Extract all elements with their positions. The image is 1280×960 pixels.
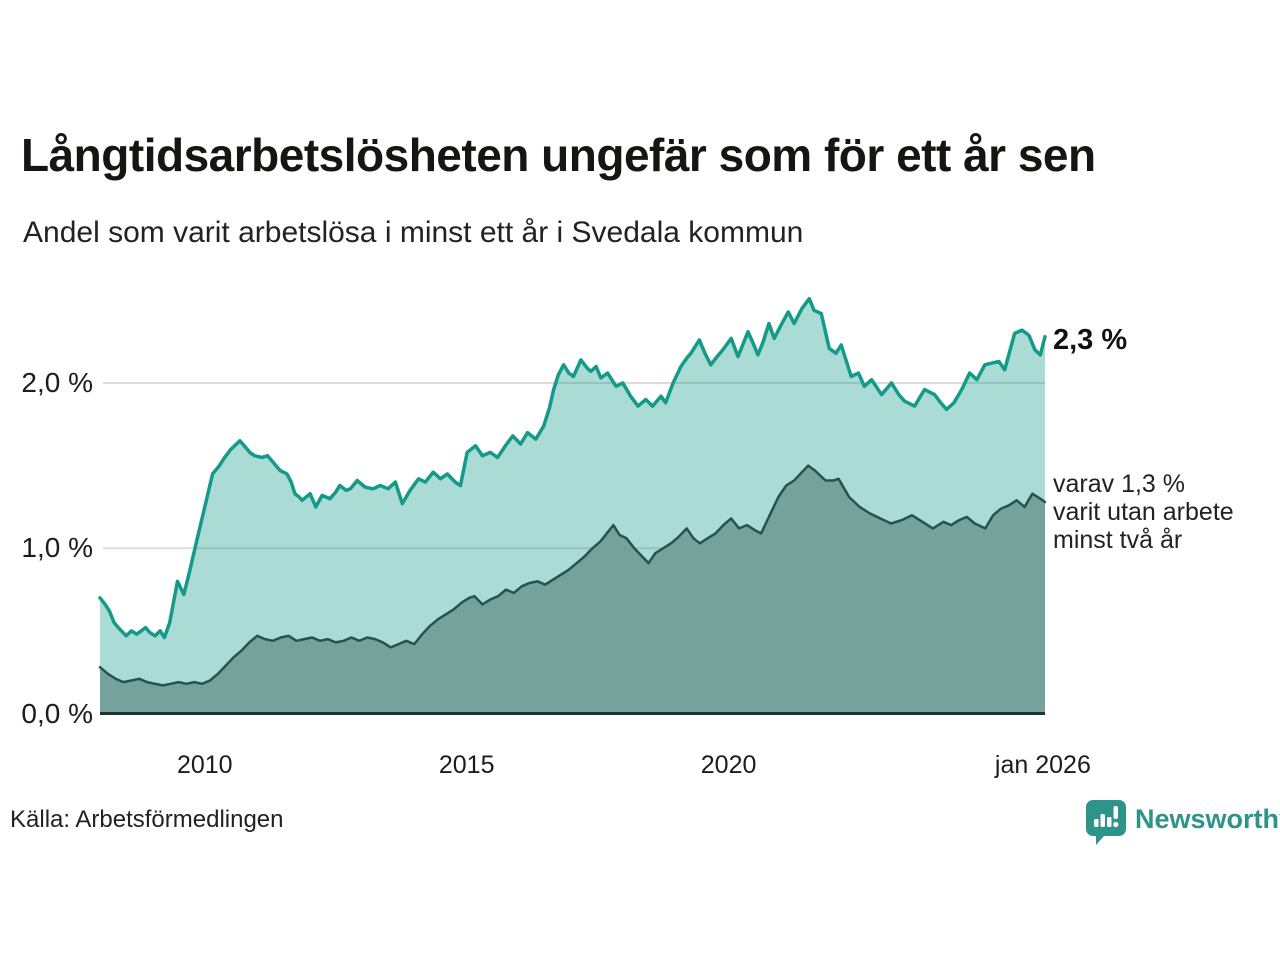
x-axis-tick-2020: 2020 xyxy=(700,751,757,779)
y-axis-tick-1: 1,0 % xyxy=(21,532,93,564)
series-twoyear-end-label-line1: varav 1,3 % xyxy=(1053,470,1186,498)
series-twoyear-end-label: varav 1,3 % varit utan arbete minst två … xyxy=(1053,470,1234,554)
y-axis-tick-2: 2,0 % xyxy=(21,367,93,398)
source-credit: Källa: Arbetsförmedlingen xyxy=(10,806,284,833)
x-axis-tick-2015: 2015 xyxy=(438,751,495,779)
series-twoyear-end-label-line3: minst två år xyxy=(1053,526,1183,554)
speech-bubble-bar-chart-icon xyxy=(1086,800,1126,845)
page-title: Långtidsarbetslösheten ungefär som för e… xyxy=(21,129,1096,181)
y-axis-tick-0: 0,0 % xyxy=(21,697,93,729)
page-subtitle: Andel som varit arbetslösa i minst ett å… xyxy=(23,216,804,249)
brand-name: Newsworthy xyxy=(1135,803,1280,834)
x-axis-tick-2010: 2010 xyxy=(176,751,233,779)
series-total-end-label: 2,3 % xyxy=(1053,324,1128,356)
newsworthy-logo: Newsworthy xyxy=(1085,798,1280,846)
series-twoyear-end-label-line2: varit utan arbete xyxy=(1053,498,1234,526)
x-axis-tick-jan-2026: jan 2026 xyxy=(994,751,1091,779)
